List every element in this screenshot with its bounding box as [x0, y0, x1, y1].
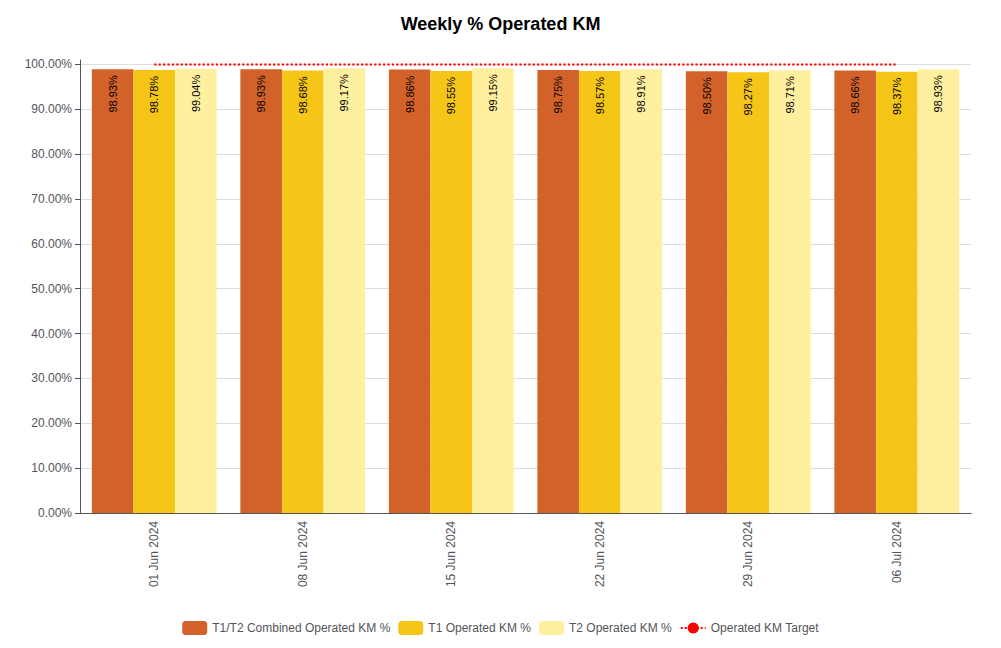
- svg-text:98.91%: 98.91%: [635, 75, 647, 113]
- svg-text:29 Jun 2024: 29 Jun 2024: [741, 521, 755, 587]
- svg-text:98.37%: 98.37%: [891, 78, 903, 116]
- svg-text:80.00%: 80.00%: [31, 147, 72, 161]
- svg-text:90.00%: 90.00%: [31, 102, 72, 116]
- svg-text:98.93%: 98.93%: [107, 75, 119, 113]
- svg-text:10.00%: 10.00%: [31, 461, 72, 475]
- svg-text:Operated KM Target: Operated KM Target: [711, 621, 820, 635]
- svg-text:30.00%: 30.00%: [31, 371, 72, 385]
- svg-text:98.93%: 98.93%: [932, 75, 944, 113]
- svg-text:06 Jul 2024: 06 Jul 2024: [890, 521, 904, 583]
- svg-text:T2 Operated KM %: T2 Operated KM %: [569, 621, 672, 635]
- svg-text:0.00%: 0.00%: [38, 506, 72, 520]
- svg-text:Weekly % Operated KM: Weekly % Operated KM: [401, 14, 601, 34]
- svg-text:99.04%: 99.04%: [190, 75, 202, 113]
- svg-text:100.00%: 100.00%: [25, 57, 73, 71]
- svg-text:T1/T2 Combined Operated KM %: T1/T2 Combined Operated KM %: [212, 621, 390, 635]
- svg-text:T1 Operated KM %: T1 Operated KM %: [428, 621, 531, 635]
- svg-text:99.15%: 99.15%: [487, 74, 499, 112]
- svg-text:98.86%: 98.86%: [404, 75, 416, 113]
- svg-text:98.27%: 98.27%: [742, 78, 754, 116]
- svg-text:98.68%: 98.68%: [297, 76, 309, 114]
- svg-text:20.00%: 20.00%: [31, 416, 72, 430]
- svg-text:60.00%: 60.00%: [31, 237, 72, 251]
- svg-text:98.75%: 98.75%: [552, 76, 564, 114]
- svg-text:70.00%: 70.00%: [31, 192, 72, 206]
- svg-text:01 Jun 2024: 01 Jun 2024: [147, 521, 161, 587]
- svg-text:98.57%: 98.57%: [594, 77, 606, 115]
- svg-text:40.00%: 40.00%: [31, 327, 72, 341]
- svg-text:08 Jun 2024: 08 Jun 2024: [296, 521, 310, 587]
- svg-text:22 Jun 2024: 22 Jun 2024: [593, 521, 607, 587]
- svg-text:98.71%: 98.71%: [784, 76, 796, 114]
- svg-text:98.66%: 98.66%: [849, 76, 861, 114]
- svg-text:98.78%: 98.78%: [148, 76, 160, 114]
- svg-text:50.00%: 50.00%: [31, 282, 72, 296]
- svg-text:98.50%: 98.50%: [701, 77, 713, 115]
- svg-text:98.93%: 98.93%: [255, 75, 267, 113]
- svg-text:15 Jun 2024: 15 Jun 2024: [444, 521, 458, 587]
- svg-text:98.55%: 98.55%: [445, 77, 457, 115]
- svg-text:99.17%: 99.17%: [338, 74, 350, 112]
